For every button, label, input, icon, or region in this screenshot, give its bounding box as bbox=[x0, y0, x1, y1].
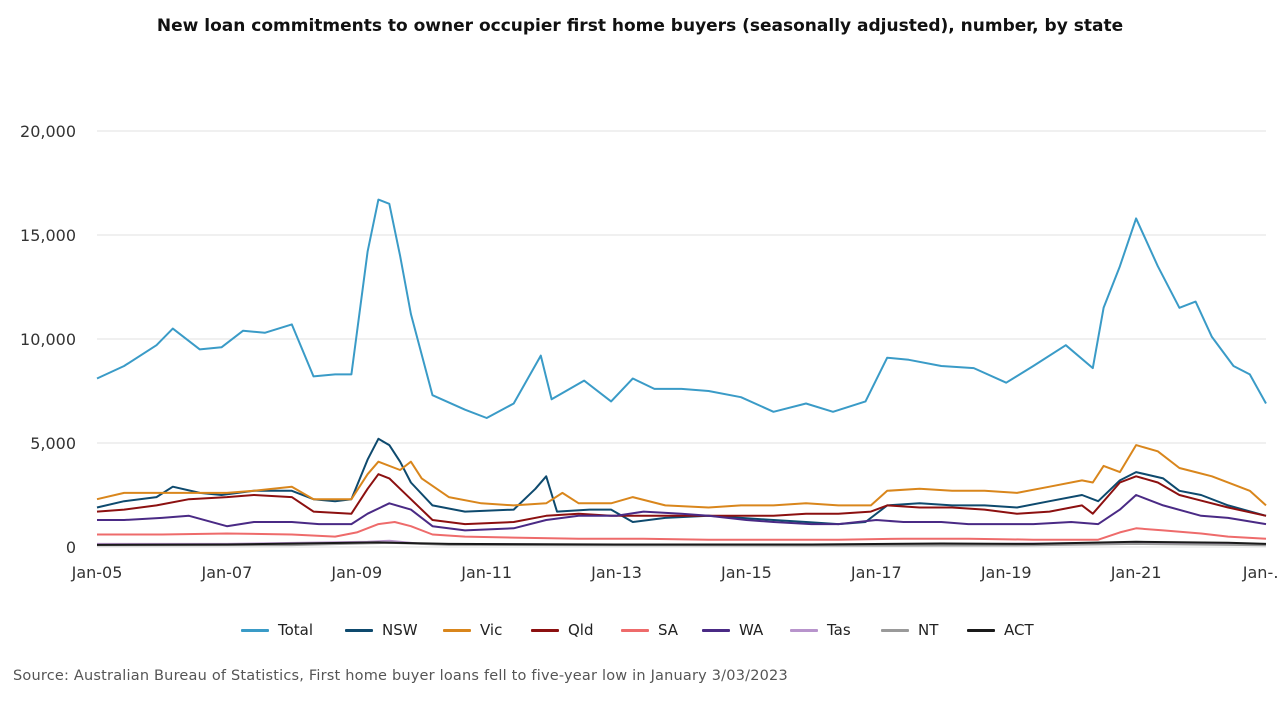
legend-item-wa[interactable]: WA bbox=[702, 621, 763, 639]
legend-label: Total bbox=[278, 621, 314, 639]
legend-swatch bbox=[345, 628, 373, 632]
series-line-sa[interactable] bbox=[97, 521, 1267, 541]
legend-label: NSW bbox=[382, 621, 418, 639]
y-tick-label: 5,000 bbox=[30, 434, 76, 453]
legend-swatch bbox=[531, 628, 559, 632]
chart-title-text: New loan commitments to owner occupier f… bbox=[156, 16, 1124, 36]
y-tick-label: 0 bbox=[66, 538, 76, 557]
series-line-total[interactable] bbox=[96, 198, 1267, 419]
series-line-act[interactable] bbox=[96, 540, 1267, 546]
legend-item-sa[interactable]: SA bbox=[621, 621, 678, 639]
legend-item-vic[interactable]: Vic bbox=[443, 621, 502, 639]
y-tick-label: 20,000 bbox=[20, 122, 76, 141]
legend-item-qld[interactable]: Qld bbox=[531, 621, 594, 639]
legend-item-act[interactable]: ACT bbox=[967, 621, 1034, 639]
legend-swatch bbox=[621, 628, 649, 632]
legend-swatch bbox=[443, 628, 471, 632]
y-tick-label: 10,000 bbox=[20, 330, 76, 349]
legend-label: SA bbox=[658, 621, 679, 639]
legend-label: Vic bbox=[480, 621, 503, 639]
chart-legend: Total NSW Vic Qld SA WA Tas NT ACT bbox=[0, 621, 1280, 645]
x-tick-label: Jan-13 bbox=[590, 563, 642, 582]
x-tick-label: Jan-21 bbox=[1110, 563, 1162, 582]
x-tick-label: Jan-11 bbox=[460, 563, 512, 582]
legend-label: WA bbox=[739, 621, 764, 639]
legend-swatch bbox=[702, 628, 730, 632]
x-tick-label: Jan-05 bbox=[71, 563, 123, 582]
series-line-nsw[interactable] bbox=[96, 437, 1267, 526]
legend-label: Qld bbox=[568, 621, 594, 639]
x-tick-label: Jan-15 bbox=[720, 563, 772, 582]
legend-swatch bbox=[241, 628, 269, 632]
x-tick-label: Jan-09 bbox=[330, 563, 382, 582]
legend-label: Tas bbox=[827, 621, 851, 639]
chart-title: New loan commitments to owner occupier f… bbox=[0, 12, 1280, 41]
y-tick-label: 15,000 bbox=[20, 226, 76, 245]
legend-item-nt[interactable]: NT bbox=[881, 621, 938, 639]
x-tick-label: Jan-17 bbox=[850, 563, 902, 582]
series-line-vic[interactable] bbox=[96, 444, 1267, 509]
x-tick-label: Jan-19 bbox=[980, 563, 1032, 582]
legend-swatch bbox=[881, 628, 909, 632]
series-line-wa[interactable] bbox=[97, 494, 1267, 532]
legend-swatch bbox=[967, 628, 995, 632]
legend-item-total[interactable]: Total bbox=[241, 621, 313, 639]
x-tick-label: Jan-07 bbox=[200, 563, 252, 582]
source-note: Source: Australian Bureau of Statistics,… bbox=[13, 668, 788, 684]
legend-swatch bbox=[790, 628, 818, 632]
legend-item-tas[interactable]: Tas bbox=[790, 621, 851, 639]
series-line-qld[interactable] bbox=[96, 473, 1267, 526]
legend-label: ACT bbox=[1004, 621, 1034, 639]
x-tick-label: Jan-… bbox=[1242, 563, 1280, 582]
legend-label: NT bbox=[918, 621, 939, 639]
legend-item-nsw[interactable]: NSW bbox=[345, 621, 418, 639]
